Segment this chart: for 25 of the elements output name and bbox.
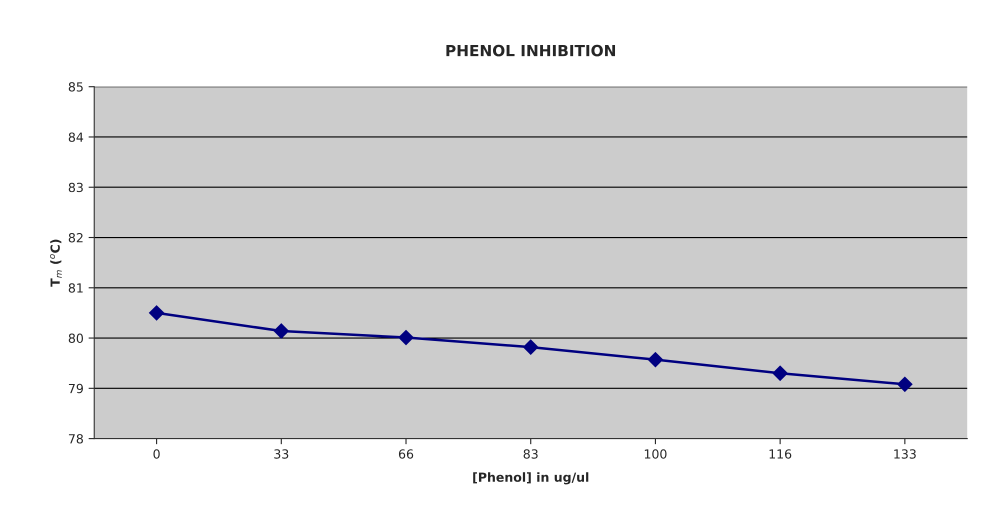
y-tick-label: 81 xyxy=(68,283,83,293)
x-tick-label: 116 xyxy=(770,449,792,459)
x-tick-label: 83 xyxy=(524,449,538,459)
y-tick-label: 84 xyxy=(68,132,84,142)
point xyxy=(897,376,912,392)
x-tick-label: 133 xyxy=(894,449,916,459)
y-tick-label: 83 xyxy=(68,182,83,192)
x-tick-label: 100 xyxy=(644,449,667,459)
y-tick-label: 80 xyxy=(68,334,83,343)
y-tick-label: 79 xyxy=(68,384,83,394)
y-axis-title: T$_{m}$ ($^{o}$C) xyxy=(50,240,62,287)
x-tick-label: 66 xyxy=(398,449,414,459)
point xyxy=(772,366,788,381)
point xyxy=(149,305,164,320)
y-tick-label: 78 xyxy=(68,434,83,444)
y-tick-label: 85 xyxy=(68,82,83,92)
point xyxy=(648,352,663,368)
chart-title: PHENOL INHIBITION xyxy=(446,44,616,56)
x-tick-label: 33 xyxy=(274,449,288,459)
point xyxy=(274,323,289,339)
point xyxy=(523,340,538,355)
y-tick-label: 82 xyxy=(68,232,83,242)
x-tick-label: 0 xyxy=(153,449,160,459)
x-axis-title: [Phenol] in ug/ul xyxy=(473,472,588,484)
point xyxy=(398,330,414,346)
